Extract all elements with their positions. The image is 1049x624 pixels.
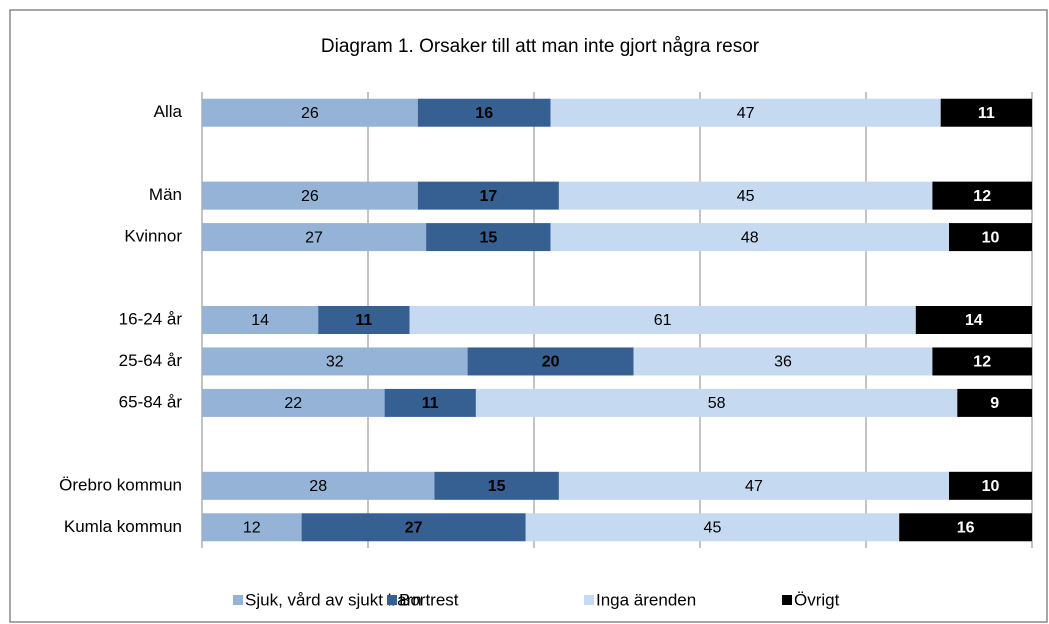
bar-segment xyxy=(467,347,634,376)
data-label: 16 xyxy=(957,519,975,536)
data-label: 10 xyxy=(982,478,1000,495)
legend-label: Sjuk, vård av sjukt barn xyxy=(245,590,422,609)
data-label: 45 xyxy=(737,188,755,205)
bar-segment xyxy=(957,388,1032,417)
data-label: 12 xyxy=(973,354,991,371)
bar-segment xyxy=(301,513,526,542)
data-label: 28 xyxy=(309,478,327,495)
bar-segment xyxy=(550,223,949,252)
bar-segment xyxy=(558,181,933,210)
legend-label: Övrigt xyxy=(794,590,840,609)
data-label: 36 xyxy=(774,354,792,371)
legend-label: Inga ärenden xyxy=(596,590,696,609)
data-label: 16 xyxy=(475,105,493,122)
bar-segment xyxy=(915,306,1032,334)
data-label: 10 xyxy=(982,229,1000,246)
data-label: 9 xyxy=(990,395,999,412)
data-label: 17 xyxy=(479,188,497,205)
category-label: 25-64 år xyxy=(119,351,183,370)
data-label: 26 xyxy=(301,188,319,205)
data-label: 58 xyxy=(708,395,726,412)
data-label: 15 xyxy=(488,478,506,495)
bar-segment xyxy=(558,471,949,500)
data-label: 22 xyxy=(284,395,302,412)
bar-segment xyxy=(202,347,468,376)
category-label: 65-84 år xyxy=(119,392,183,411)
data-label: 11 xyxy=(978,105,995,122)
category-label: Örebro kommun xyxy=(59,475,182,494)
legend-label: Bortrest xyxy=(399,590,459,609)
bar-segment xyxy=(202,223,427,252)
category-label: Män xyxy=(149,185,182,204)
bar-segment xyxy=(202,471,435,500)
bar-segment xyxy=(932,347,1032,376)
data-label: 47 xyxy=(737,105,755,122)
data-label: 26 xyxy=(301,105,319,122)
category-label: 16-24 år xyxy=(119,309,183,328)
data-label: 12 xyxy=(243,519,261,536)
bar-segment xyxy=(384,388,476,417)
bar-segment xyxy=(475,388,958,417)
legend-swatch xyxy=(584,595,594,605)
data-label: 11 xyxy=(422,395,439,412)
bar-segment xyxy=(633,347,933,376)
bar-segment xyxy=(417,181,559,210)
data-label: 15 xyxy=(479,229,497,246)
bar-segment xyxy=(202,306,319,334)
bar-segment xyxy=(949,471,1032,500)
bar-segment xyxy=(434,471,559,500)
bar-segment xyxy=(417,98,551,127)
bar-segment xyxy=(932,181,1032,210)
data-label: 20 xyxy=(542,354,560,371)
data-label: 48 xyxy=(741,229,759,246)
data-label: 27 xyxy=(405,519,423,536)
data-label: 47 xyxy=(745,478,763,495)
data-label: 14 xyxy=(965,312,983,329)
bar-segment xyxy=(202,513,302,542)
bar-segment xyxy=(525,513,900,542)
data-label: 45 xyxy=(704,519,722,536)
category-label: Kumla kommun xyxy=(64,517,182,536)
category-label: Kvinnor xyxy=(124,227,182,246)
legend-swatch xyxy=(387,595,397,605)
bar-segment xyxy=(318,306,410,334)
bar-segment xyxy=(940,98,1032,127)
bar-segment xyxy=(899,513,1032,542)
chart-title: Diagram 1. Orsaker till att man inte gjo… xyxy=(321,36,760,57)
bar-segment xyxy=(409,306,916,334)
data-label: 11 xyxy=(355,312,372,329)
bar-segment xyxy=(426,223,551,252)
legend-swatch xyxy=(782,595,792,605)
bar-segment xyxy=(202,181,418,210)
data-label: 61 xyxy=(654,312,672,329)
bar-segment xyxy=(202,98,418,127)
category-label: Alla xyxy=(154,102,183,121)
bar-segment xyxy=(550,98,941,127)
legend-swatch xyxy=(233,595,243,605)
bar-segment xyxy=(202,388,385,417)
data-label: 14 xyxy=(251,312,269,329)
data-label: 32 xyxy=(326,354,344,371)
data-label: 27 xyxy=(305,229,323,246)
data-label: 12 xyxy=(973,188,991,205)
bar-segment xyxy=(949,223,1032,252)
